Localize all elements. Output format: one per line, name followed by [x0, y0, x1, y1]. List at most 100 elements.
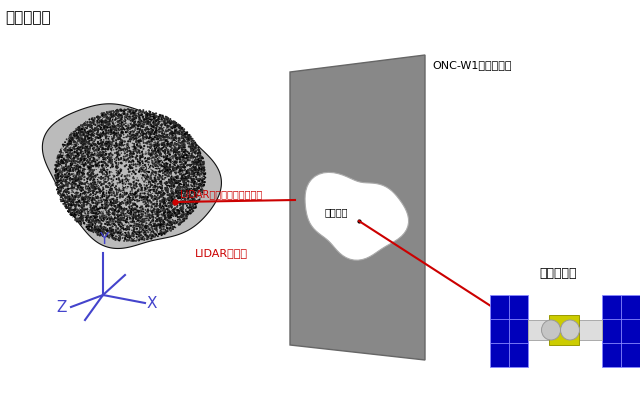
Point: [94, 217, 104, 224]
Point: [125, 107, 135, 113]
Point: [90, 225, 100, 231]
Point: [99, 177, 109, 183]
Point: [88, 151, 98, 158]
Point: [134, 197, 144, 204]
Point: [125, 234, 135, 240]
Point: [161, 188, 172, 194]
Point: [114, 199, 124, 205]
Point: [157, 173, 168, 179]
Point: [81, 214, 92, 220]
Point: [98, 231, 108, 237]
Point: [160, 212, 170, 218]
Point: [104, 152, 115, 159]
Point: [113, 150, 124, 156]
Point: [149, 143, 159, 150]
Point: [59, 183, 69, 189]
Point: [166, 164, 176, 170]
Point: [53, 184, 63, 191]
Point: [77, 136, 87, 142]
Point: [170, 158, 180, 164]
Point: [142, 223, 152, 229]
Point: [87, 123, 97, 129]
Point: [132, 163, 142, 169]
Point: [76, 215, 86, 221]
Point: [56, 173, 67, 179]
Point: [132, 140, 143, 147]
Point: [125, 136, 136, 142]
Point: [147, 158, 157, 164]
Point: [172, 201, 182, 207]
Point: [82, 180, 92, 186]
Point: [63, 182, 74, 188]
Point: [79, 161, 89, 167]
Point: [147, 131, 157, 138]
Point: [84, 227, 94, 234]
Point: [182, 203, 192, 209]
Point: [156, 217, 166, 224]
Point: [140, 172, 150, 178]
Point: [191, 174, 201, 180]
Point: [114, 208, 124, 215]
Point: [99, 153, 109, 160]
Point: [104, 208, 114, 214]
Point: [65, 173, 75, 179]
Point: [86, 141, 97, 147]
Point: [108, 206, 118, 212]
Point: [118, 217, 128, 223]
Point: [137, 204, 147, 210]
Point: [149, 121, 159, 128]
Point: [55, 192, 65, 198]
Point: [77, 179, 87, 186]
Point: [108, 232, 118, 238]
Point: [145, 164, 155, 170]
Point: [163, 195, 173, 201]
Point: [185, 136, 195, 142]
Point: [167, 216, 177, 223]
Point: [113, 211, 123, 217]
Point: [89, 228, 99, 234]
Point: [146, 166, 156, 173]
Point: [115, 208, 125, 215]
Point: [161, 172, 172, 178]
Point: [109, 123, 120, 129]
Point: [164, 162, 175, 168]
Point: [108, 181, 118, 187]
Point: [177, 125, 188, 131]
Point: [83, 147, 93, 154]
Ellipse shape: [561, 320, 579, 340]
Point: [90, 186, 100, 192]
Point: [51, 169, 61, 175]
Point: [182, 182, 192, 189]
Point: [156, 147, 166, 153]
Point: [189, 205, 200, 211]
Point: [141, 200, 151, 206]
Point: [169, 183, 179, 190]
Point: [63, 156, 73, 163]
Point: [106, 202, 116, 208]
Point: [154, 120, 164, 126]
Point: [187, 189, 197, 195]
Point: [189, 186, 200, 193]
Point: [79, 196, 89, 202]
Point: [117, 128, 127, 134]
Point: [76, 221, 86, 227]
Point: [195, 161, 205, 167]
Point: [86, 171, 97, 177]
Point: [168, 135, 178, 141]
Ellipse shape: [541, 320, 561, 340]
Point: [113, 229, 124, 236]
Point: [85, 149, 95, 156]
Point: [106, 183, 116, 190]
Point: [79, 130, 90, 136]
Point: [188, 199, 198, 206]
Point: [138, 160, 148, 166]
Point: [173, 188, 184, 194]
Point: [125, 115, 136, 121]
Point: [167, 185, 177, 191]
Point: [188, 207, 198, 213]
Point: [158, 219, 168, 225]
Point: [176, 158, 186, 165]
Point: [67, 151, 77, 157]
Point: [195, 171, 205, 177]
Point: [172, 166, 182, 172]
